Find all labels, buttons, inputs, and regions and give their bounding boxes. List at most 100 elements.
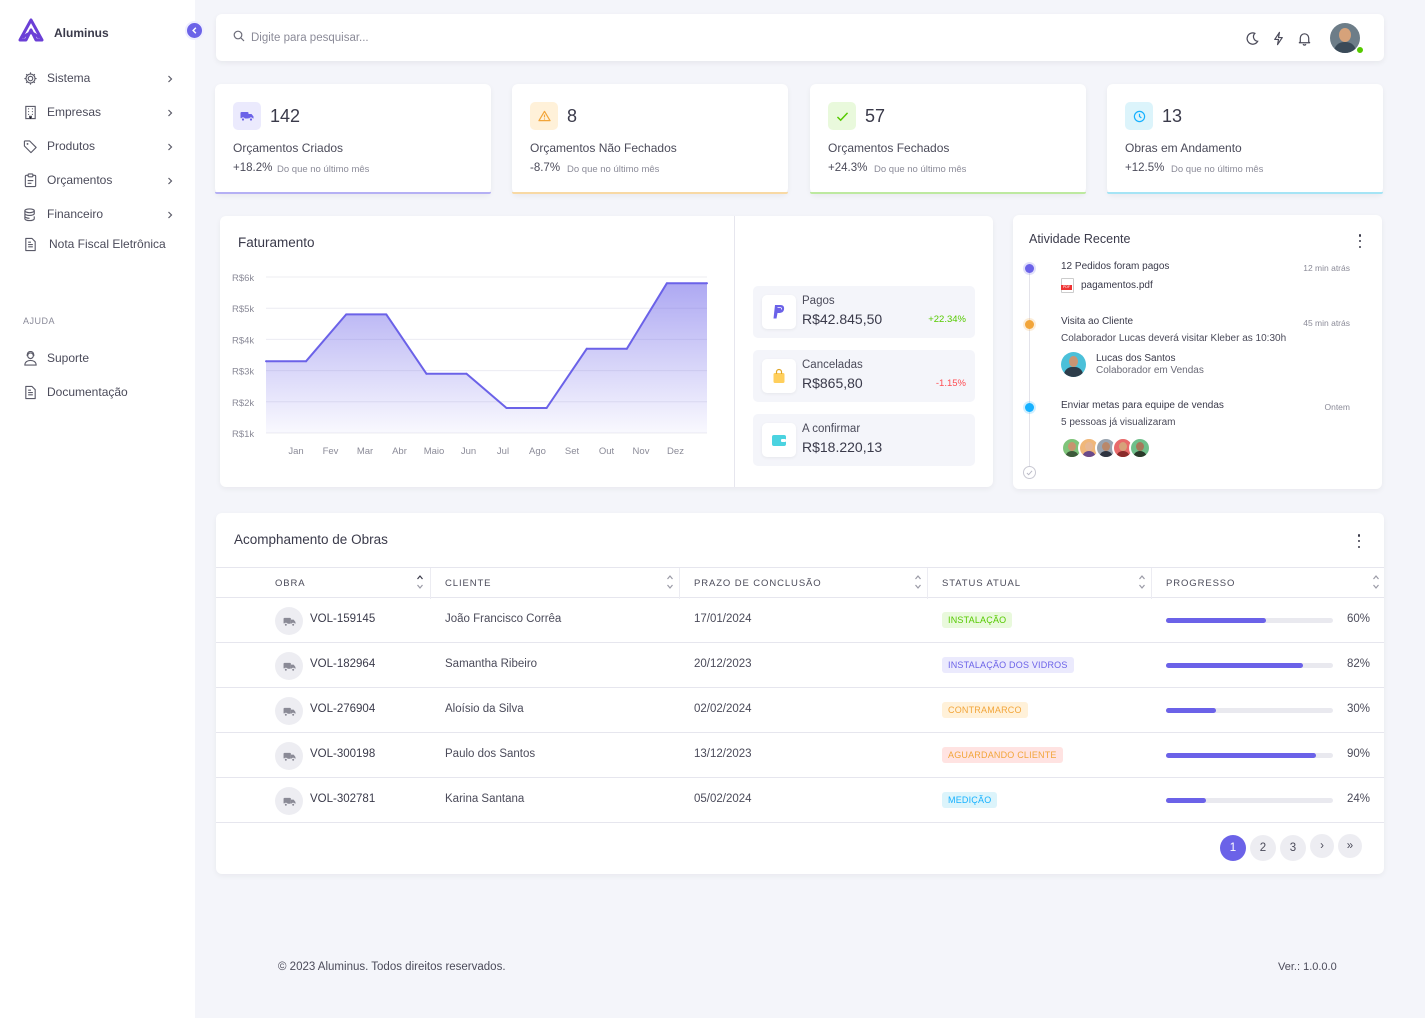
- sidebar-item-financeiro[interactable]: Financeiro: [0, 197, 195, 231]
- stat-accent-bar: [810, 192, 1086, 194]
- table-row[interactable]: VOL-300198 Paulo dos Santos 13/12/2023 AGUA…: [216, 733, 1384, 778]
- sort-icon[interactable]: [1138, 573, 1146, 591]
- x-tick-label: Fev: [323, 446, 339, 457]
- sidebar-item-label: Produtos: [47, 139, 96, 153]
- y-tick-label: R$1k: [232, 429, 254, 440]
- next-page-button[interactable]: ›: [1310, 834, 1334, 858]
- sidebar-item-produtos[interactable]: Produtos: [0, 129, 195, 163]
- stat-card-obras-em-andamento: 13 Obras em Andamento +12.5% Do que no ú…: [1107, 84, 1383, 194]
- progress-fill: [1166, 663, 1303, 668]
- support-icon: [22, 350, 38, 366]
- activity-attachment[interactable]: PDF pagamentos.pdf: [1061, 278, 1153, 293]
- stat-delta: -8.7%: [530, 162, 561, 174]
- user-avatar[interactable]: [1330, 23, 1360, 53]
- more-vertical-icon[interactable]: [1358, 234, 1362, 248]
- column-header-obra[interactable]: OBRA: [275, 578, 306, 589]
- activity-item-subtitle: 5 pessoas já visualizaram: [1061, 417, 1176, 428]
- payment-canceladas[interactable]: Canceladas R$865,80 -1.15%: [753, 350, 975, 402]
- sidebar-item-suporte[interactable]: Suporte: [0, 341, 195, 375]
- stat-delta: +24.3%: [828, 162, 868, 174]
- sidebar-item-nota-fiscal[interactable]: Nota Fiscal Eletrônica: [0, 231, 195, 257]
- obra-code[interactable]: VOL-302781: [310, 793, 376, 805]
- client-name: Aloísio da Silva: [445, 703, 524, 715]
- x-tick-label: Set: [565, 446, 580, 457]
- footer-copyright: © 2023 Aluminus. Todos direitos reservad…: [278, 961, 506, 973]
- stat-card-orcamentos-nao-fechados: 8 Orçamentos Não Fechados -8.7% Do que n…: [512, 84, 788, 194]
- payment-pagos[interactable]: Pagos R$42.845,50 +22.34%: [753, 286, 975, 338]
- sidebar-item-sistema[interactable]: Sistema: [0, 61, 195, 95]
- payment-value: R$865,80: [802, 375, 863, 391]
- status-badge: CONTRAMARCO: [942, 702, 1028, 718]
- sidebar-item-orcamentos[interactable]: Orçamentos: [0, 163, 195, 197]
- sort-icon[interactable]: [1372, 573, 1380, 591]
- bag-icon: [762, 359, 796, 393]
- brand[interactable]: Aluminus: [18, 18, 109, 47]
- page-button[interactable]: 3: [1280, 835, 1306, 861]
- x-tick-label: Jun: [461, 446, 476, 457]
- stat-card-orcamentos-criados: 142 Orçamentos Criados +18.2% Do que no …: [215, 84, 491, 194]
- series-line: [266, 282, 707, 409]
- obra-code[interactable]: VOL-300198: [310, 748, 376, 760]
- client-name: Karina Santana: [445, 793, 525, 805]
- truck-icon: [275, 652, 303, 680]
- payment-value: R$18.220,13: [802, 439, 883, 455]
- column-header-status[interactable]: STATUS ATUAL: [942, 578, 1021, 589]
- more-vertical-icon[interactable]: [1357, 534, 1361, 548]
- data-point: [265, 360, 267, 363]
- y-tick-label: R$6k: [232, 273, 254, 284]
- top-bar: Digite para pesquisar...: [216, 14, 1384, 61]
- due-date: 05/02/2024: [694, 793, 752, 805]
- data-point: [545, 407, 548, 410]
- last-page-button[interactable]: »: [1338, 834, 1362, 858]
- sort-icon[interactable]: [666, 573, 674, 591]
- page-button[interactable]: 1: [1220, 835, 1246, 861]
- y-tick-label: R$4k: [232, 335, 254, 346]
- data-point: [665, 282, 668, 285]
- y-tick-label: R$3k: [232, 367, 254, 378]
- sidebar-collapse-button[interactable]: [185, 21, 204, 40]
- x-tick-label: Abr: [392, 446, 407, 457]
- sidebar-item-empresas[interactable]: Empresas: [0, 95, 195, 129]
- x-tick-label: Dez: [667, 446, 684, 457]
- table-row[interactable]: VOL-276904 Aloísio da Silva 02/02/2024 CONT…: [216, 688, 1384, 733]
- due-date: 20/12/2023: [694, 658, 752, 670]
- x-tick-label: Nov: [633, 446, 650, 457]
- page-button[interactable]: 2: [1250, 835, 1276, 861]
- lightning-icon[interactable]: [1270, 30, 1286, 46]
- sidebar-item-documentacao[interactable]: Documentação: [0, 375, 195, 409]
- column-header-cliente[interactable]: CLIENTE: [445, 578, 492, 589]
- sort-icon[interactable]: [914, 573, 922, 591]
- table-row[interactable]: VOL-182964 Samantha Ribeiro 20/12/2023 INST…: [216, 643, 1384, 688]
- timeline-line: [1029, 270, 1030, 470]
- bell-icon[interactable]: [1296, 30, 1312, 46]
- progress-bar: [1166, 708, 1333, 713]
- chevron-right-icon: [165, 141, 175, 151]
- payment-value: R$42.845,50: [802, 311, 883, 327]
- client-name: Paulo dos Santos: [445, 748, 536, 760]
- x-tick-label: Jul: [497, 446, 509, 457]
- stat-delta: +18.2%: [233, 162, 273, 174]
- column-divider: [430, 568, 431, 599]
- obra-code[interactable]: VOL-276904: [310, 703, 376, 715]
- table-row[interactable]: VOL-159145 João Francisco Corrêa 17/01/202…: [216, 598, 1384, 643]
- table-row[interactable]: VOL-302781 Karina Santana 05/02/2024 MEDIÇÃ…: [216, 778, 1384, 823]
- column-divider: [1151, 568, 1152, 599]
- search-input[interactable]: Digite para pesquisar...: [233, 30, 369, 45]
- footer-version: Ver.: 1.0.0.0: [1278, 961, 1337, 973]
- chevron-right-icon: [165, 209, 175, 219]
- activity-item-time: 45 min atrás: [1303, 318, 1350, 328]
- progress-fill: [1166, 798, 1207, 803]
- payment-a-confirmar[interactable]: A confirmar R$18.220,13: [753, 414, 975, 466]
- column-header-progresso[interactable]: PROGRESSO: [1166, 578, 1236, 589]
- activity-item-title: Visita ao Cliente: [1061, 316, 1134, 327]
- chevron-right-icon: [165, 107, 175, 117]
- stat-value: 142: [270, 106, 301, 126]
- sort-icon[interactable]: [416, 573, 424, 591]
- sidebar-item-label: Financeiro: [47, 207, 104, 221]
- obra-code[interactable]: VOL-182964: [310, 658, 376, 670]
- y-tick-label: R$5k: [232, 304, 254, 315]
- obra-code[interactable]: VOL-159145: [310, 613, 376, 625]
- timeline-dot: [1025, 403, 1034, 412]
- moon-icon[interactable]: [1244, 30, 1260, 46]
- column-header-prazo[interactable]: PRAZO DE CONCLUSÃO: [694, 578, 822, 589]
